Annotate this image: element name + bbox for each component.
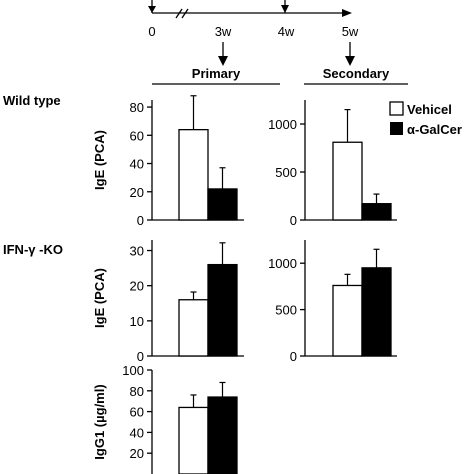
y-tick-label: 40 [130, 425, 144, 440]
header-secondary: Secondary [323, 66, 390, 81]
timeline-break [181, 8, 189, 19]
y-tick-label: 80 [130, 100, 144, 115]
y-tick-label: 20 [130, 279, 144, 294]
y-tick-label: 100 [122, 363, 144, 378]
legend-label-galcer: α-GalCer [407, 122, 462, 137]
row-label-ifn-ko: IFN-γ -KO [3, 242, 63, 257]
y-tick-label: 1000 [268, 256, 297, 271]
timeline-label-3w: 3w [215, 24, 232, 39]
sampling-arrow-3w-head [218, 56, 228, 66]
timeline-arrowhead [342, 9, 352, 17]
timeline-label-4w: 4w [278, 24, 295, 39]
y-tick-label: 60 [130, 405, 144, 420]
chart-panel-wild-type-secondary: 0 500 1000 [268, 100, 397, 228]
row-label-wild-type: Wild type [3, 93, 61, 108]
bar-galcer [361, 203, 392, 221]
header-primary: Primary [192, 66, 241, 81]
chart-panel-ifn-ko-primary: 0 10 20 30 IgE (PCA) [92, 240, 244, 364]
bar-vehicle [178, 299, 209, 357]
sampling-arrow-5w-head [345, 56, 355, 66]
y-axis-label: IgE (PCA) [92, 268, 107, 328]
y-tick-label: 80 [130, 384, 144, 399]
legend-swatch-galcer [390, 122, 403, 135]
y-tick-label: 0 [290, 213, 297, 228]
bar-galcer [207, 188, 238, 221]
bar-galcer [207, 396, 238, 474]
legend: Vehicel α-GalCer [389, 101, 462, 137]
y-tick-label: 20 [130, 185, 144, 200]
y-axis-label: IgE (PCA) [92, 130, 107, 190]
bar-galcer [361, 267, 392, 357]
y-tick-label: 500 [275, 303, 297, 318]
timeline: 0 3w 4w 5w [148, 0, 359, 66]
y-tick-label: 60 [130, 128, 144, 143]
y-tick-label: 500 [275, 165, 297, 180]
y-tick-label: 40 [130, 157, 144, 172]
y-axis-label: IgG1 (µg/ml) [92, 384, 107, 459]
timeline-break [175, 8, 183, 19]
timeline-tick-0-arrow [148, 6, 156, 13]
timeline-tick-4w-arrow [281, 5, 289, 13]
bar-vehicle [332, 141, 363, 221]
bar-vehicle [178, 128, 209, 221]
chart-panel-ifn-ko-secondary: 0 500 1000 [268, 240, 397, 364]
y-tick-label: 20 [130, 446, 144, 461]
legend-label-vehicle: Vehicel [407, 102, 452, 117]
bar-vehicle [178, 406, 209, 474]
timeline-label-0: 0 [148, 24, 155, 39]
chart-panel-igg1-primary: 20 40 60 80 100 IgG1 (µg/ml) [92, 363, 238, 474]
y-tick-label: 0 [290, 349, 297, 364]
y-tick-label: 30 [130, 244, 144, 259]
bar-vehicle [332, 284, 363, 357]
chart-panel-wild-type-primary: 0 20 40 60 80 IgE (PCA) [92, 95, 244, 228]
y-tick-label: 10 [130, 314, 144, 329]
timeline-label-5w: 5w [342, 24, 359, 39]
y-tick-label: 0 [137, 213, 144, 228]
legend-swatch-vehicle [389, 101, 404, 116]
y-tick-label: 1000 [268, 117, 297, 132]
bar-galcer [207, 263, 238, 357]
y-tick-label: 0 [137, 349, 144, 364]
